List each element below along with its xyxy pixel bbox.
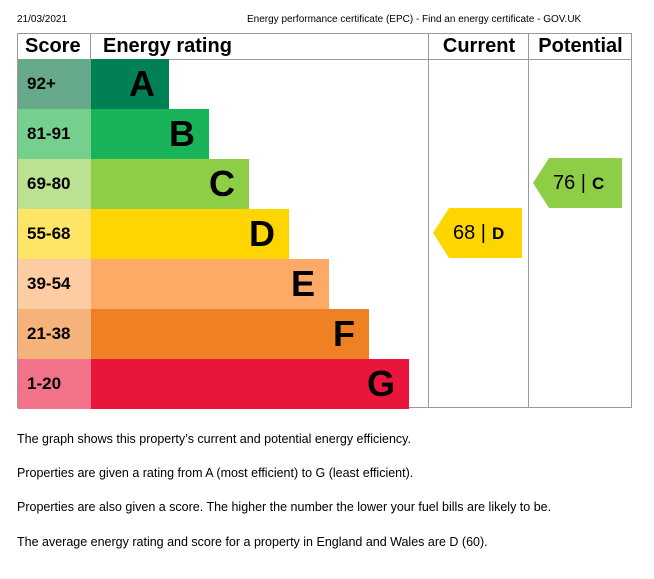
band-bar: C — [91, 159, 249, 209]
band-score: 55-68 — [18, 209, 91, 259]
divider — [428, 34, 429, 407]
band-score: 92+ — [18, 59, 91, 109]
header-score: Score — [25, 35, 81, 57]
divider — [18, 59, 631, 60]
page-title: Energy performance certificate (EPC) - F… — [247, 14, 582, 25]
current-letter: D — [492, 224, 505, 243]
energy-rating-table: Score Energy rating Current Potential 92… — [17, 33, 632, 409]
band-bar: A — [91, 59, 169, 109]
potential-rating-arrow: 76 | C — [533, 158, 622, 208]
potential-letter: C — [592, 174, 605, 193]
header-potential: Potential — [538, 35, 623, 57]
current-score: 68 | — [453, 222, 486, 244]
header-current: Current — [442, 35, 516, 57]
potential-score: 76 | — [553, 172, 586, 194]
divider — [528, 34, 529, 407]
band-bar: B — [91, 109, 209, 159]
band-score: 1-20 — [18, 359, 91, 409]
band-score: 39-54 — [18, 259, 91, 309]
band-score: 69-80 — [18, 159, 91, 209]
paragraph: Properties are given a rating from A (mo… — [17, 466, 414, 480]
paragraph: Properties are also given a score. The h… — [17, 500, 552, 514]
paragraph: The average energy rating and score for … — [17, 535, 488, 549]
header-energy-rating: Energy rating — [103, 35, 232, 57]
band-score: 81-91 — [18, 109, 91, 159]
band-bar: D — [91, 209, 289, 259]
print-date: 21/03/2021 — [17, 14, 68, 25]
band-bar: F — [91, 309, 369, 359]
current-rating-arrow: 68 | D — [433, 208, 522, 258]
divider — [90, 34, 91, 59]
band-bar: E — [91, 259, 329, 309]
band-score: 21-38 — [18, 309, 91, 359]
paragraph: The graph shows this property’s current … — [17, 432, 411, 446]
band-bar: G — [91, 359, 409, 409]
